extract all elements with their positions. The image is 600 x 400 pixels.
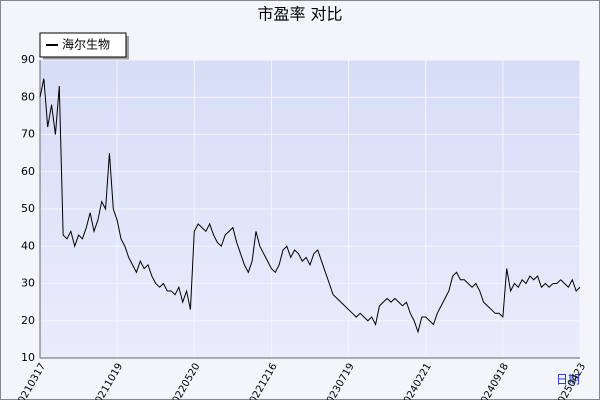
y-tick-label: 20: [21, 314, 35, 327]
y-tick-label: 40: [21, 239, 35, 252]
series-line: [39, 78, 581, 334]
y-tick-label: 90: [21, 53, 35, 66]
y-tick-label: 50: [21, 202, 35, 215]
y-tick-label: 70: [21, 128, 35, 141]
legend-label: 海尔生物: [62, 37, 110, 52]
x-axis-label: 日期: [556, 373, 580, 387]
chart-title: 市盈率 对比: [257, 5, 342, 24]
legend: 海尔生物: [39, 32, 129, 60]
y-tick-label: 60: [21, 165, 35, 178]
y-tick-label: 80: [21, 90, 35, 103]
y-tick-label: 10: [21, 351, 35, 364]
y-tick-label: 30: [21, 277, 35, 290]
